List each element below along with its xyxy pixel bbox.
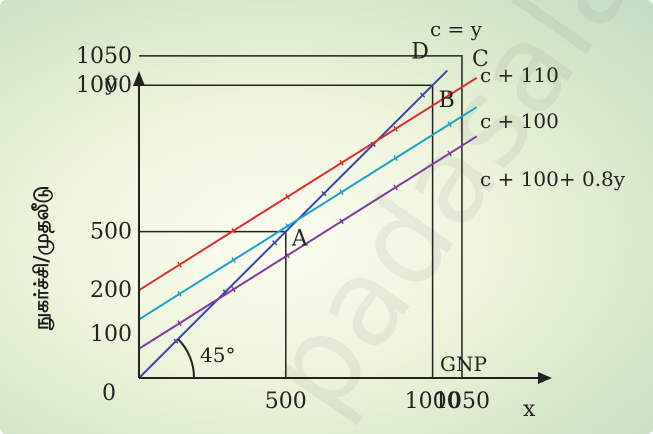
y-tick-label-2: 1000 (76, 73, 132, 98)
x-axis-arrow (538, 372, 552, 384)
y-axis-title: நுகர்ச்சி/முதலீடு (29, 186, 55, 331)
series-label-2: c + 110 (480, 63, 559, 87)
series-tick-mark (285, 223, 290, 229)
point-labels: A BC D (291, 40, 489, 252)
point-label-c: C (472, 47, 489, 72)
series-tick-mark (393, 155, 398, 162)
series-tick-mark (177, 261, 182, 268)
y-axis-arrow (133, 71, 145, 86)
x-axis-title: GNP (440, 352, 487, 376)
angle-arc (177, 338, 196, 379)
y-tick-label-4: 200 (90, 278, 132, 303)
series-tick-mark (177, 291, 182, 297)
point-label-d: D (411, 40, 429, 65)
series-line-1 (138, 69, 448, 379)
series-tick-mark (285, 193, 290, 200)
series-tick-mark (393, 125, 398, 132)
series-group (138, 69, 478, 379)
series-tick-mark (321, 190, 327, 197)
series-label-4: c + 100+ 0.8y (480, 167, 626, 191)
series-line-2 (138, 77, 478, 292)
series-line-3 (138, 106, 478, 321)
series-tick-mark (231, 286, 236, 293)
y-tick-label-3: 500 (90, 220, 132, 245)
series-tick-mark (177, 320, 182, 327)
series-tick-mark (231, 257, 236, 263)
x-tick-label-2: 1000 (405, 389, 461, 414)
x-tick-label-1: 500 (265, 389, 307, 414)
y-tick-label-5: 100 (90, 322, 132, 347)
origin-label: 0 (102, 381, 116, 406)
series-labels: c = y c + 110 c + 100 c + 100+ 0.8y (430, 17, 626, 191)
series-tick-mark (419, 92, 426, 98)
series-tick-mark (447, 150, 452, 157)
point-label-a: A (291, 227, 309, 252)
series-tick-mark (173, 338, 179, 344)
series-tick-mark (271, 240, 278, 246)
series-tick-mark (339, 218, 344, 225)
series-label-1: c = y (430, 17, 483, 41)
series-tick-mark (447, 121, 452, 128)
series-tick-mark (339, 189, 344, 196)
series-tick-mark (339, 159, 344, 166)
series-tick-mark (393, 184, 398, 191)
guide-line-3 (139, 55, 463, 378)
series-label-3: c + 100 (480, 109, 559, 133)
x-axis-letter: x (523, 397, 536, 422)
angle-label: 45° (200, 343, 235, 367)
series-tick-mark (285, 252, 290, 259)
series-tick-mark (447, 91, 452, 98)
x-tick-label-3: 1050 (434, 389, 490, 414)
point-label-b: B (439, 88, 455, 113)
axes (133, 71, 552, 384)
series-line-4 (138, 135, 478, 350)
y-axis-letter: y (104, 71, 118, 96)
series-tick-mark (231, 227, 236, 234)
y-tick-label-1: 1050 (76, 44, 132, 69)
